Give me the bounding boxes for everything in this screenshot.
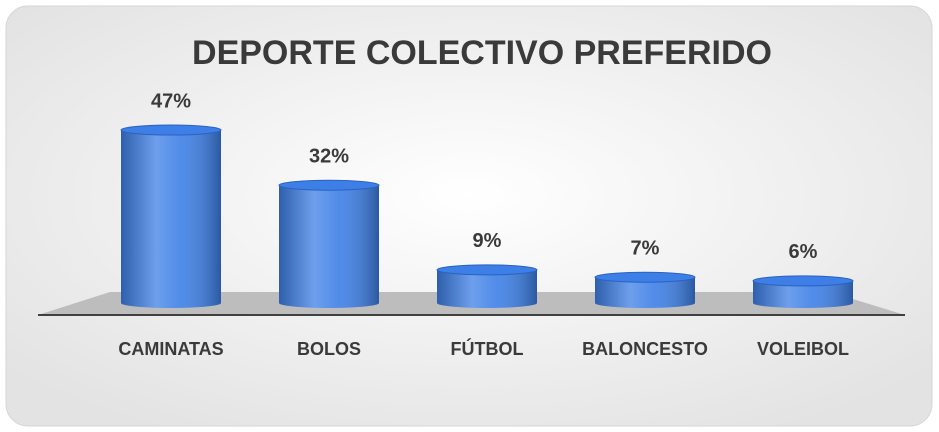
data-label: 7% — [631, 238, 660, 260]
x-tick-label: BALONCESTO — [582, 339, 708, 359]
bar-top — [278, 179, 380, 191]
panel — [5, 5, 933, 427]
bar-shade — [121, 130, 221, 308]
bar-top — [120, 124, 222, 136]
data-label: 9% — [473, 230, 502, 252]
bar-shade — [437, 269, 537, 308]
x-tick-label: BOLOS — [297, 339, 361, 359]
x-tick-label: VOLEIBOL — [757, 339, 849, 359]
x-tick-label: CAMINATAS — [118, 339, 223, 359]
data-label: 32% — [309, 146, 349, 168]
bar-top — [752, 275, 854, 287]
data-label: 47% — [151, 90, 191, 112]
chart-title: DEPORTE COLECTIVO PREFERIDO — [192, 34, 772, 72]
bar-shade — [753, 280, 853, 308]
data-label: 6% — [789, 241, 818, 263]
bar-top — [594, 271, 696, 283]
x-tick-label: FÚTBOL — [451, 338, 524, 359]
bar-shade — [279, 185, 379, 308]
bar-top — [436, 264, 538, 276]
bar-shade — [595, 277, 695, 308]
